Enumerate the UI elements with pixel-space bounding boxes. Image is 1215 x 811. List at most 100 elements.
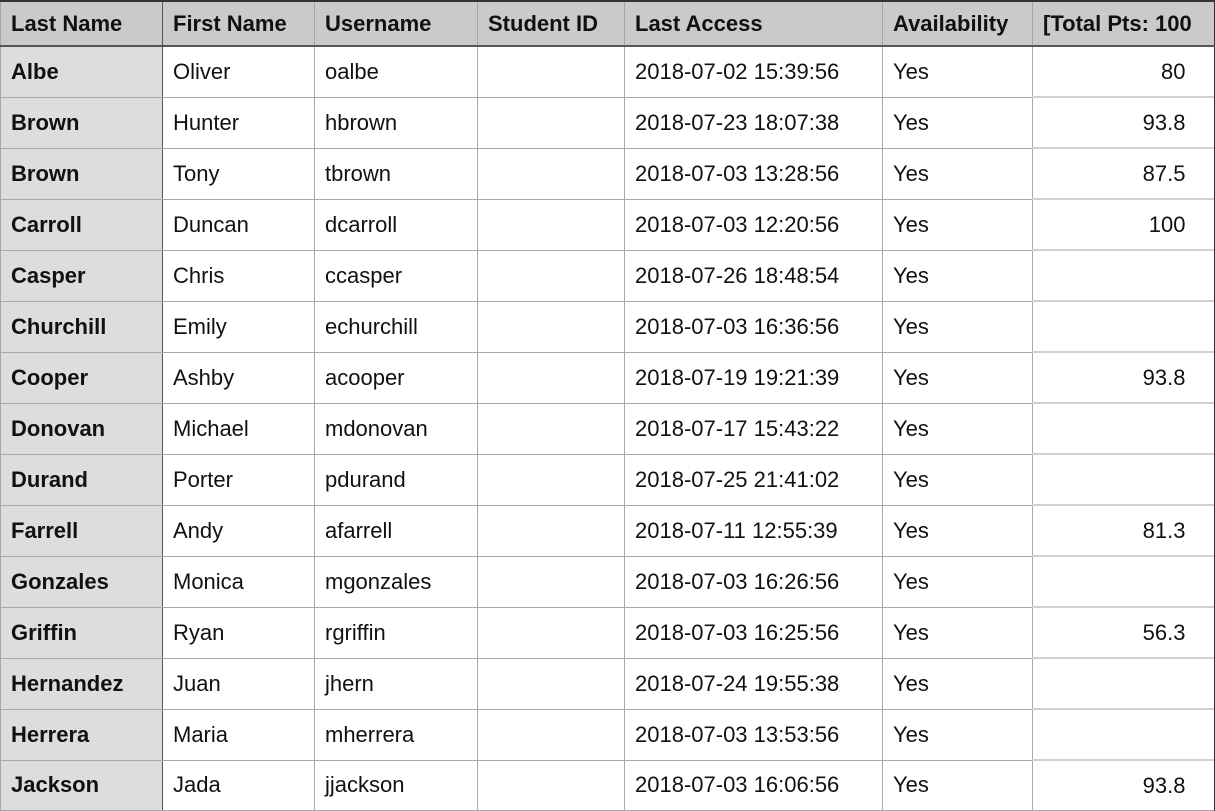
availability-cell: Yes (882, 504, 1033, 557)
grade-cell[interactable] (1032, 555, 1215, 608)
username-cell: rgriffin (314, 606, 478, 659)
last-access-cell: 2018-07-17 15:43:22 (624, 402, 883, 455)
grade-cell[interactable] (1032, 708, 1215, 761)
availability-cell: Yes (882, 249, 1033, 302)
table-row: Farrell Andy afarrell 2018-07-11 12:55:39 Ye… (0, 504, 1215, 557)
student-id-cell (477, 657, 625, 710)
student-id-cell (477, 96, 625, 149)
last-access-cell: 2018-07-11 12:55:39 (624, 504, 883, 557)
last-name-cell: Casper (0, 249, 163, 302)
table-row: Brown Tony tbrown 2018-07-03 13:28:56 Yes 87.… (0, 147, 1215, 200)
table-row: Gonzales Monica mgonzales 2018-07-03 16:26:… (0, 555, 1215, 608)
last-access-cell: 2018-07-26 18:48:54 (624, 249, 883, 302)
username-cell: oalbe (314, 45, 478, 98)
last-access-cell: 2018-07-02 15:39:56 (624, 45, 883, 98)
last-name-cell: Donovan (0, 402, 163, 455)
student-id-cell (477, 45, 625, 98)
grade-cell[interactable] (1032, 657, 1215, 710)
last-access-cell: 2018-07-03 16:06:56 (624, 759, 883, 811)
last-name-cell: Herrera (0, 708, 163, 761)
last-name-cell: Hernandez (0, 657, 163, 710)
availability-cell: Yes (882, 402, 1033, 455)
first-name-cell: Juan (162, 657, 315, 710)
student-id-cell (477, 300, 625, 353)
availability-cell: Yes (882, 606, 1033, 659)
header-row: Last Name First Name Username Student ID… (0, 0, 1215, 47)
column-header-total-points[interactable]: [Total Pts: 100 (1032, 0, 1215, 47)
availability-cell: Yes (882, 555, 1033, 608)
grade-cell[interactable]: 100 (1032, 198, 1215, 251)
table-row: Herrera Maria mherrera 2018-07-03 13:53:56 Y… (0, 708, 1215, 761)
grade-cell[interactable] (1032, 249, 1215, 302)
last-name-cell: Gonzales (0, 555, 163, 608)
first-name-cell: Ryan (162, 606, 315, 659)
student-id-cell (477, 759, 625, 811)
grade-cell[interactable]: 93.8 (1032, 759, 1215, 811)
first-name-cell: Ashby (162, 351, 315, 404)
first-name-cell: Duncan (162, 198, 315, 251)
first-name-cell: Monica (162, 555, 315, 608)
student-id-cell (477, 249, 625, 302)
availability-cell: Yes (882, 657, 1033, 710)
availability-cell: Yes (882, 759, 1033, 811)
first-name-cell: Jada (162, 759, 315, 811)
last-access-cell: 2018-07-03 12:20:56 (624, 198, 883, 251)
first-name-cell: Tony (162, 147, 315, 200)
last-name-cell: Jackson (0, 759, 163, 811)
first-name-cell: Hunter (162, 96, 315, 149)
table-row: Donovan Michael mdonovan 2018-07-17 15:43:2… (0, 402, 1215, 455)
column-header-student-id[interactable]: Student ID (477, 0, 625, 47)
username-cell: pdurand (314, 453, 478, 506)
table-row: Brown Hunter hbrown 2018-07-23 18:07:38 Yes 9… (0, 96, 1215, 149)
last-access-cell: 2018-07-24 19:55:38 (624, 657, 883, 710)
last-name-cell: Albe (0, 45, 163, 98)
username-cell: mherrera (314, 708, 478, 761)
first-name-cell: Andy (162, 504, 315, 557)
availability-cell: Yes (882, 300, 1033, 353)
student-id-cell (477, 351, 625, 404)
grade-cell[interactable]: 81.3 (1032, 504, 1215, 557)
grade-cell[interactable]: 93.8 (1032, 96, 1215, 149)
username-cell: hbrown (314, 96, 478, 149)
column-header-last-access[interactable]: Last Access (624, 0, 883, 47)
column-header-first-name[interactable]: First Name (162, 0, 315, 47)
grade-cell[interactable]: 80 (1032, 45, 1215, 98)
grade-cell[interactable] (1032, 300, 1215, 353)
table-row: Churchill Emily echurchill 2018-07-03 16:36… (0, 300, 1215, 353)
table-row: Carroll Duncan dcarroll 2018-07-03 12:20:56… (0, 198, 1215, 251)
availability-cell: Yes (882, 96, 1033, 149)
last-name-cell: Cooper (0, 351, 163, 404)
column-header-last-name[interactable]: Last Name (0, 0, 163, 47)
username-cell: dcarroll (314, 198, 478, 251)
grade-cell[interactable] (1032, 402, 1215, 455)
column-header-username[interactable]: Username (314, 0, 478, 47)
grade-cell[interactable]: 93.8 (1032, 351, 1215, 404)
first-name-cell: Maria (162, 708, 315, 761)
last-access-cell: 2018-07-19 19:21:39 (624, 351, 883, 404)
last-name-cell: Brown (0, 96, 163, 149)
table-row: Albe Oliver oalbe 2018-07-02 15:39:56 Yes 80 (0, 45, 1215, 98)
table-row: Jackson Jada jjackson 2018-07-03 16:06:56 Ye… (0, 759, 1215, 811)
availability-cell: Yes (882, 147, 1033, 200)
grade-cell[interactable]: 56.3 (1032, 606, 1215, 659)
table-row: Cooper Ashby acooper 2018-07-19 19:21:39 Yes… (0, 351, 1215, 404)
first-name-cell: Emily (162, 300, 315, 353)
grade-cell[interactable] (1032, 453, 1215, 506)
last-name-cell: Griffin (0, 606, 163, 659)
availability-cell: Yes (882, 453, 1033, 506)
availability-cell: Yes (882, 45, 1033, 98)
last-access-cell: 2018-07-03 13:53:56 (624, 708, 883, 761)
column-header-availability[interactable]: Availability (882, 0, 1033, 47)
grade-cell[interactable]: 87.5 (1032, 147, 1215, 200)
username-cell: jhern (314, 657, 478, 710)
student-id-cell (477, 402, 625, 455)
last-access-cell: 2018-07-03 16:26:56 (624, 555, 883, 608)
username-cell: jjackson (314, 759, 478, 811)
first-name-cell: Chris (162, 249, 315, 302)
first-name-cell: Oliver (162, 45, 315, 98)
student-id-cell (477, 708, 625, 761)
last-access-cell: 2018-07-23 18:07:38 (624, 96, 883, 149)
table-row: Casper Chris ccasper 2018-07-26 18:48:54 Yes (0, 249, 1215, 302)
first-name-cell: Porter (162, 453, 315, 506)
